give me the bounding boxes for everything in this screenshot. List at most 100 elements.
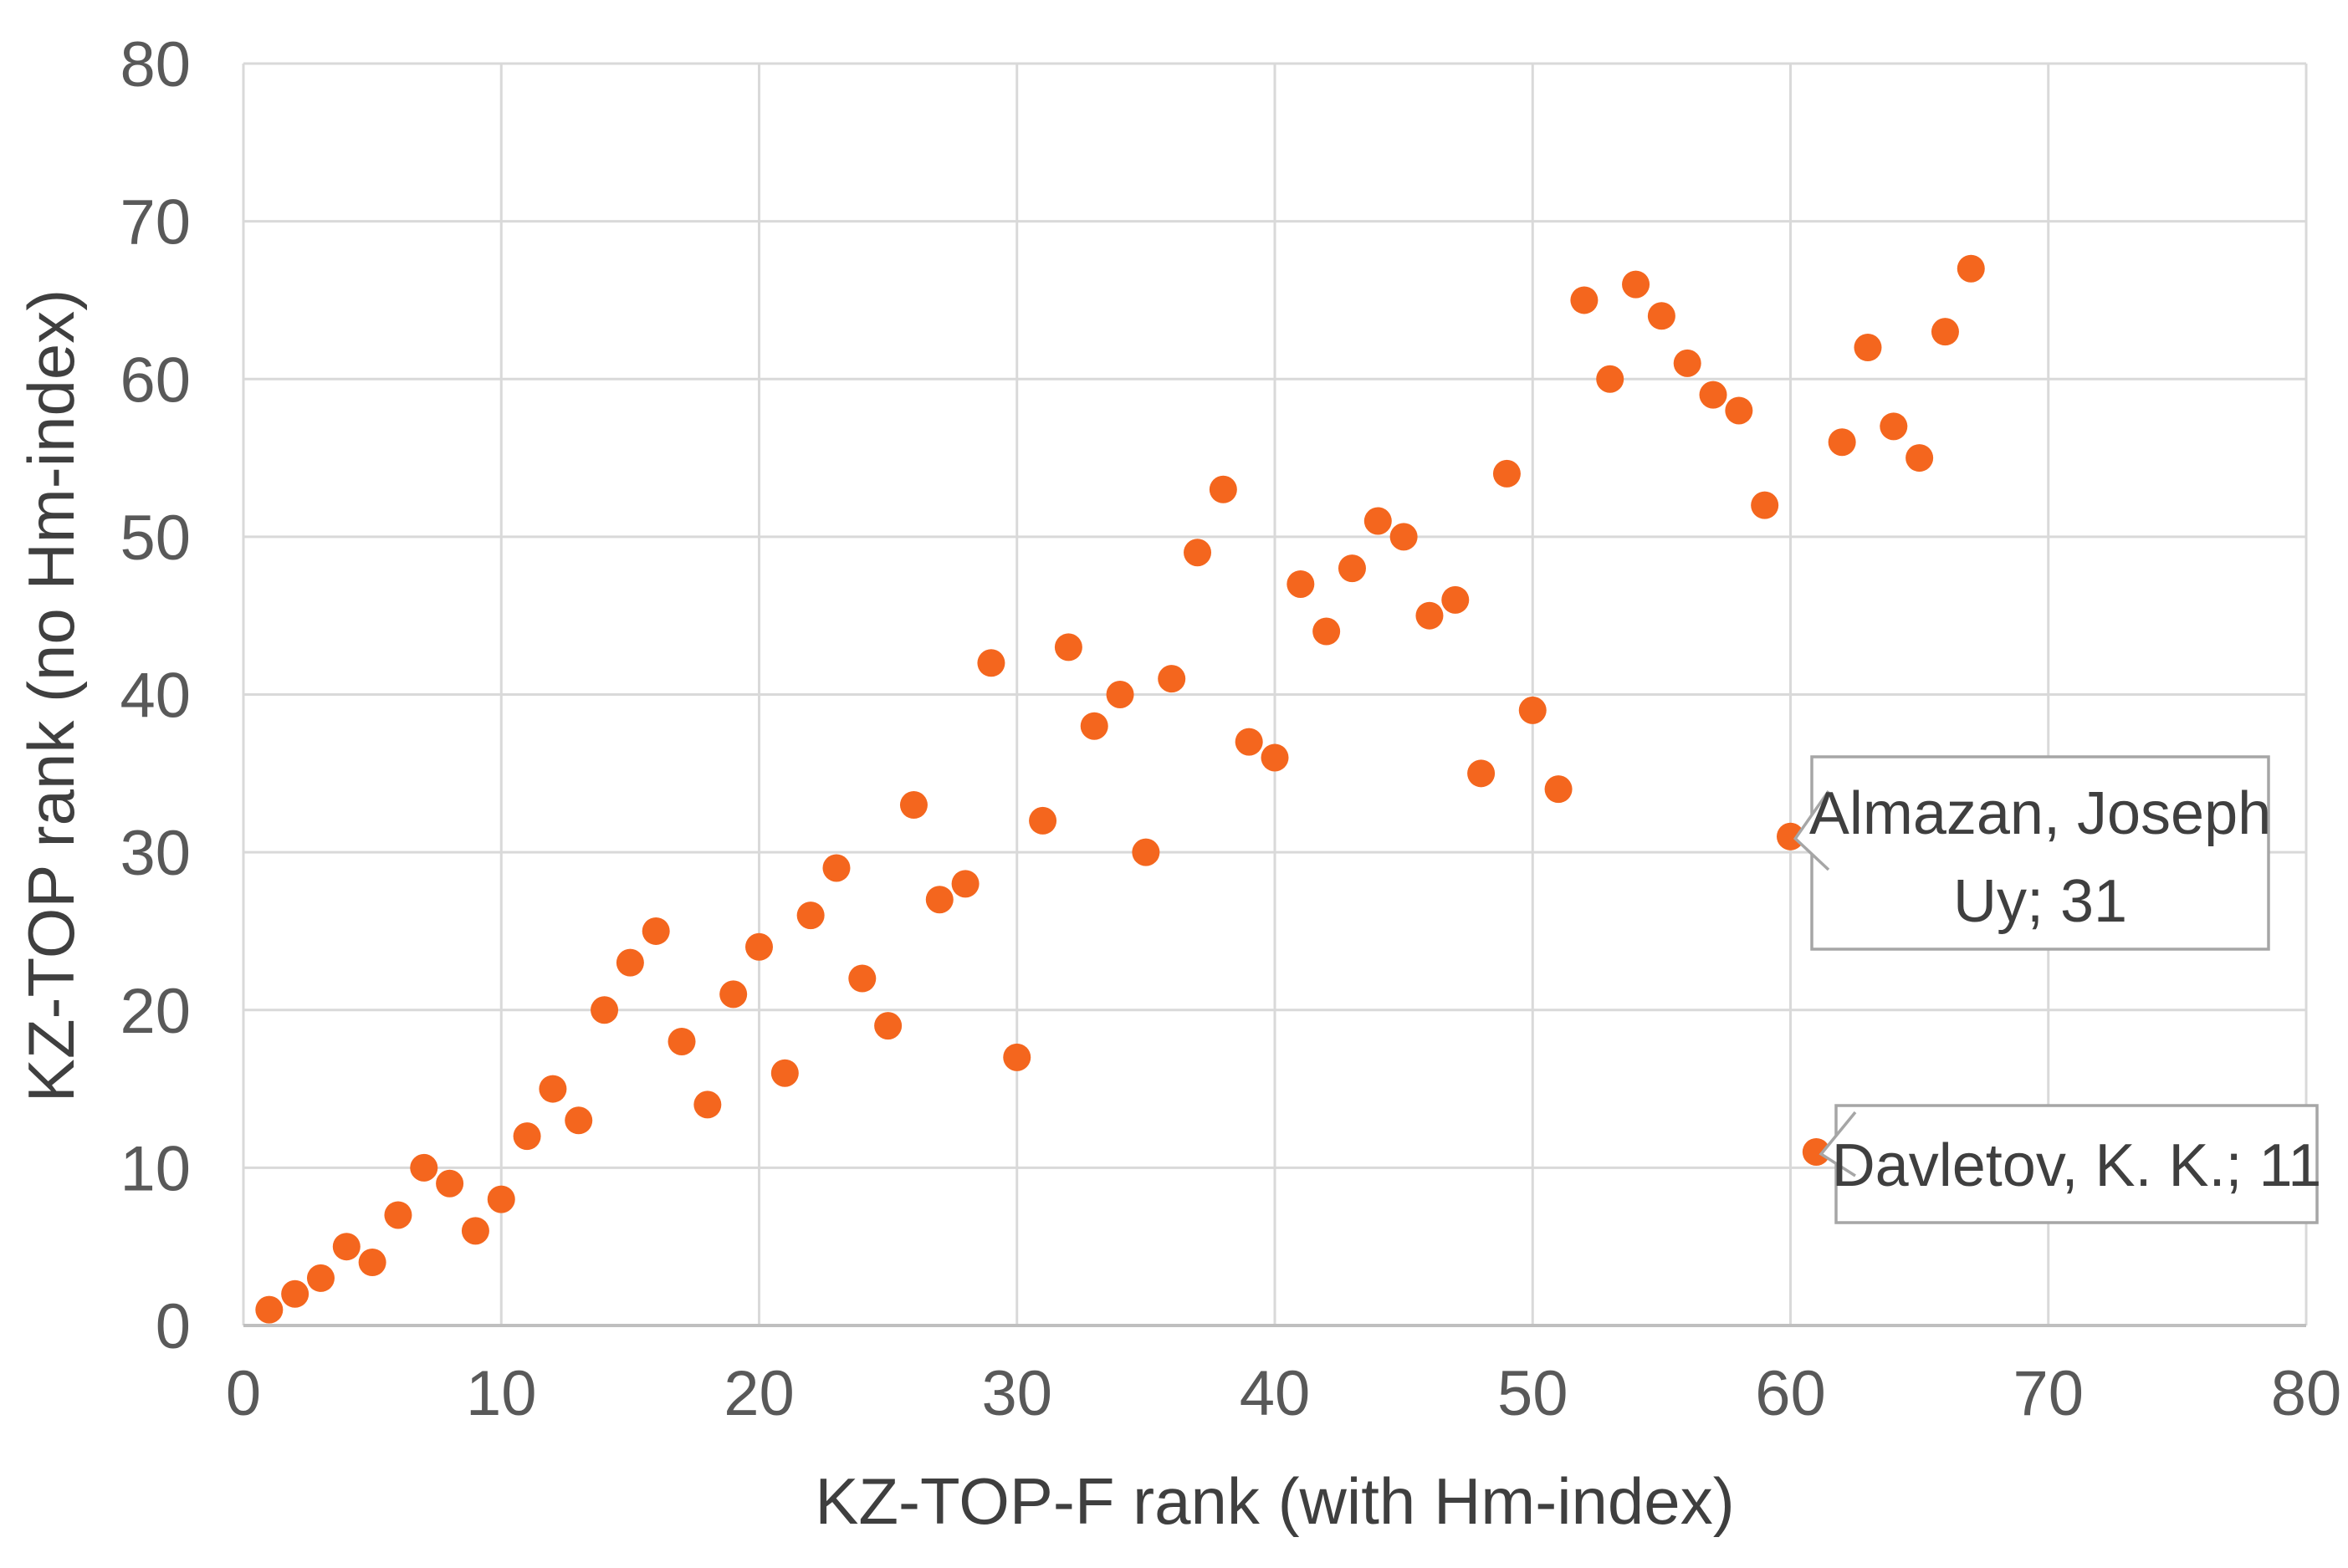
data-point[interactable] bbox=[616, 948, 644, 977]
data-point[interactable] bbox=[796, 901, 825, 930]
y-axis-title: KZ-TOP rank (no Hm-index) bbox=[14, 289, 88, 1102]
x-tick-label-0: 0 bbox=[226, 1358, 261, 1429]
x-tick-label-60: 60 bbox=[1755, 1358, 1826, 1429]
annotation-callout[interactable]: Davletov, K. K.; 11 bbox=[1819, 1104, 2322, 1224]
data-point[interactable] bbox=[1647, 302, 1675, 330]
data-point[interactable] bbox=[1441, 585, 1470, 614]
data-point[interactable] bbox=[1363, 507, 1392, 535]
x-axis-title: KZ-TOP-F rank (with Hm-index) bbox=[815, 1464, 1734, 1538]
x-tick-label-30: 30 bbox=[981, 1358, 1052, 1429]
annotation-callout-pointer bbox=[1793, 789, 1830, 871]
y-tick-label-40: 40 bbox=[120, 661, 191, 732]
data-point[interactable] bbox=[1931, 318, 1959, 346]
data-point[interactable] bbox=[1312, 617, 1341, 646]
data-point[interactable] bbox=[1158, 665, 1186, 693]
data-point[interactable] bbox=[1338, 554, 1366, 583]
data-point[interactable] bbox=[436, 1169, 464, 1198]
data-point[interactable] bbox=[1880, 412, 1908, 441]
data-point[interactable] bbox=[1415, 601, 1444, 630]
annotation-callout[interactable]: Almazan, Joseph Uy; 31 bbox=[1793, 755, 2271, 951]
data-point[interactable] bbox=[281, 1279, 309, 1308]
data-point[interactable] bbox=[1906, 444, 1934, 472]
annotation-text: Uy; 31 bbox=[1953, 868, 2127, 935]
data-point[interactable] bbox=[384, 1201, 412, 1229]
data-point[interactable] bbox=[951, 870, 980, 898]
data-point[interactable] bbox=[1261, 743, 1289, 772]
annotation-callout-pointer bbox=[1819, 1111, 1857, 1177]
data-point[interactable] bbox=[1544, 775, 1573, 804]
data-point[interactable] bbox=[1132, 838, 1160, 866]
data-point[interactable] bbox=[1287, 569, 1315, 598]
data-point[interactable] bbox=[977, 649, 1005, 677]
y-tick-label-10: 10 bbox=[120, 1133, 191, 1204]
data-point[interactable] bbox=[1209, 475, 1237, 503]
x-tick-label-70: 70 bbox=[2013, 1358, 2084, 1429]
data-point[interactable] bbox=[1389, 523, 1418, 551]
data-point[interactable] bbox=[1467, 759, 1496, 788]
data-point[interactable] bbox=[591, 996, 619, 1024]
annotation-callout-box[interactable] bbox=[1834, 1104, 2319, 1224]
data-points bbox=[255, 254, 1985, 1324]
data-point[interactable] bbox=[1622, 270, 1650, 299]
tick-labels: 0 10 20 30 40 50 60 70 80 0 10 20 30 40 50 60 70 80 bbox=[120, 29, 2341, 1429]
data-point[interactable] bbox=[1106, 681, 1134, 708]
y-tick-label-50: 50 bbox=[120, 503, 191, 574]
y-tick-label-70: 70 bbox=[120, 187, 191, 258]
data-point[interactable] bbox=[1802, 1138, 1830, 1167]
data-point[interactable] bbox=[565, 1106, 593, 1135]
data-point[interactable] bbox=[770, 1059, 799, 1087]
data-point[interactable] bbox=[1596, 365, 1624, 393]
data-point[interactable] bbox=[1777, 822, 1804, 850]
data-point[interactable] bbox=[410, 1153, 438, 1182]
data-point[interactable] bbox=[1029, 806, 1057, 835]
x-tick-label-50: 50 bbox=[1497, 1358, 1568, 1429]
annotations: Almazan, Joseph Uy; 31 Davletov, K. K.; 11 bbox=[1793, 755, 2322, 1224]
annotation-text: Davletov, K. K.; 11 bbox=[1832, 1132, 2322, 1199]
data-point[interactable] bbox=[513, 1122, 541, 1151]
data-point[interactable] bbox=[1673, 349, 1701, 377]
data-point[interactable] bbox=[1570, 286, 1599, 314]
data-point[interactable] bbox=[332, 1233, 361, 1261]
data-point[interactable] bbox=[899, 791, 928, 820]
data-point[interactable] bbox=[1751, 491, 1779, 519]
data-point[interactable] bbox=[1699, 381, 1727, 409]
data-point[interactable] bbox=[822, 854, 851, 882]
x-tick-label-10: 10 bbox=[466, 1358, 537, 1429]
data-point[interactable] bbox=[1957, 254, 1985, 283]
y-tick-label-0: 0 bbox=[156, 1291, 191, 1362]
data-point[interactable] bbox=[848, 964, 877, 993]
data-point[interactable] bbox=[255, 1295, 284, 1324]
y-tick-label-20: 20 bbox=[120, 976, 191, 1047]
x-tick-label-80: 80 bbox=[2271, 1358, 2342, 1429]
data-point[interactable] bbox=[925, 886, 954, 914]
x-tick-label-20: 20 bbox=[724, 1358, 795, 1429]
data-point[interactable] bbox=[719, 980, 748, 1009]
data-point[interactable] bbox=[1054, 633, 1082, 661]
data-point[interactable] bbox=[306, 1264, 335, 1292]
data-point[interactable] bbox=[487, 1185, 515, 1213]
data-point[interactable] bbox=[693, 1090, 722, 1119]
data-point[interactable] bbox=[1184, 539, 1212, 567]
data-point[interactable] bbox=[1518, 696, 1547, 724]
y-tick-label-60: 60 bbox=[120, 345, 191, 416]
y-tick-label-80: 80 bbox=[120, 29, 191, 100]
data-point[interactable] bbox=[461, 1217, 489, 1245]
data-point[interactable] bbox=[1235, 728, 1263, 756]
x-tick-label-40: 40 bbox=[1240, 1358, 1311, 1429]
data-point[interactable] bbox=[1492, 459, 1521, 488]
y-tick-label-30: 30 bbox=[120, 818, 191, 889]
data-point[interactable] bbox=[1828, 428, 1856, 457]
data-point[interactable] bbox=[539, 1075, 567, 1103]
data-point[interactable] bbox=[1080, 712, 1108, 740]
data-point[interactable] bbox=[642, 917, 670, 945]
data-point[interactable] bbox=[1003, 1043, 1031, 1071]
data-point[interactable] bbox=[1854, 334, 1882, 362]
data-point[interactable] bbox=[745, 932, 773, 961]
annotation-text: Almazan, Joseph bbox=[1809, 780, 2271, 847]
data-point[interactable] bbox=[874, 1012, 903, 1040]
data-point[interactable] bbox=[668, 1027, 696, 1055]
data-point[interactable] bbox=[1725, 396, 1753, 425]
data-point[interactable] bbox=[358, 1249, 386, 1277]
